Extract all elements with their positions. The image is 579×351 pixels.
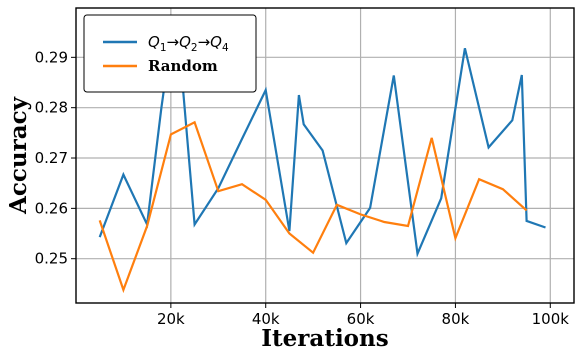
- x-tick-label: 60k: [347, 310, 375, 328]
- x-tick-label: 40k: [252, 310, 280, 328]
- series-line-random: [98, 120, 528, 294]
- y-tick-label: 0.29: [35, 48, 68, 66]
- legend-label-q1-q2-q4: Q1→Q2→Q4: [148, 33, 229, 54]
- x-tick-label: 20k: [157, 310, 185, 328]
- y-tick-label: 0.26: [35, 199, 68, 217]
- grid: [76, 8, 574, 303]
- x-tick-label: 100k: [532, 310, 570, 328]
- plot-area-frame: [75, 7, 575, 304]
- y-tick-label: 0.28: [35, 99, 68, 117]
- axis-ticks: 20k 40k 60k 80k 100k 0.25 0.26 0.27 0.28 0.29: [35, 48, 570, 328]
- x-axis-label: Iterations: [261, 325, 388, 351]
- y-tick-label: 0.27: [35, 149, 68, 167]
- legend: Q1→Q2→Q4 Random: [83, 14, 257, 93]
- y-axis-label: Accuracy: [5, 96, 32, 215]
- x-tick-label: 80k: [442, 310, 470, 328]
- legend-label-random: Random: [148, 57, 218, 75]
- legend-box: [83, 14, 257, 93]
- y-tick-label: 0.25: [35, 250, 68, 268]
